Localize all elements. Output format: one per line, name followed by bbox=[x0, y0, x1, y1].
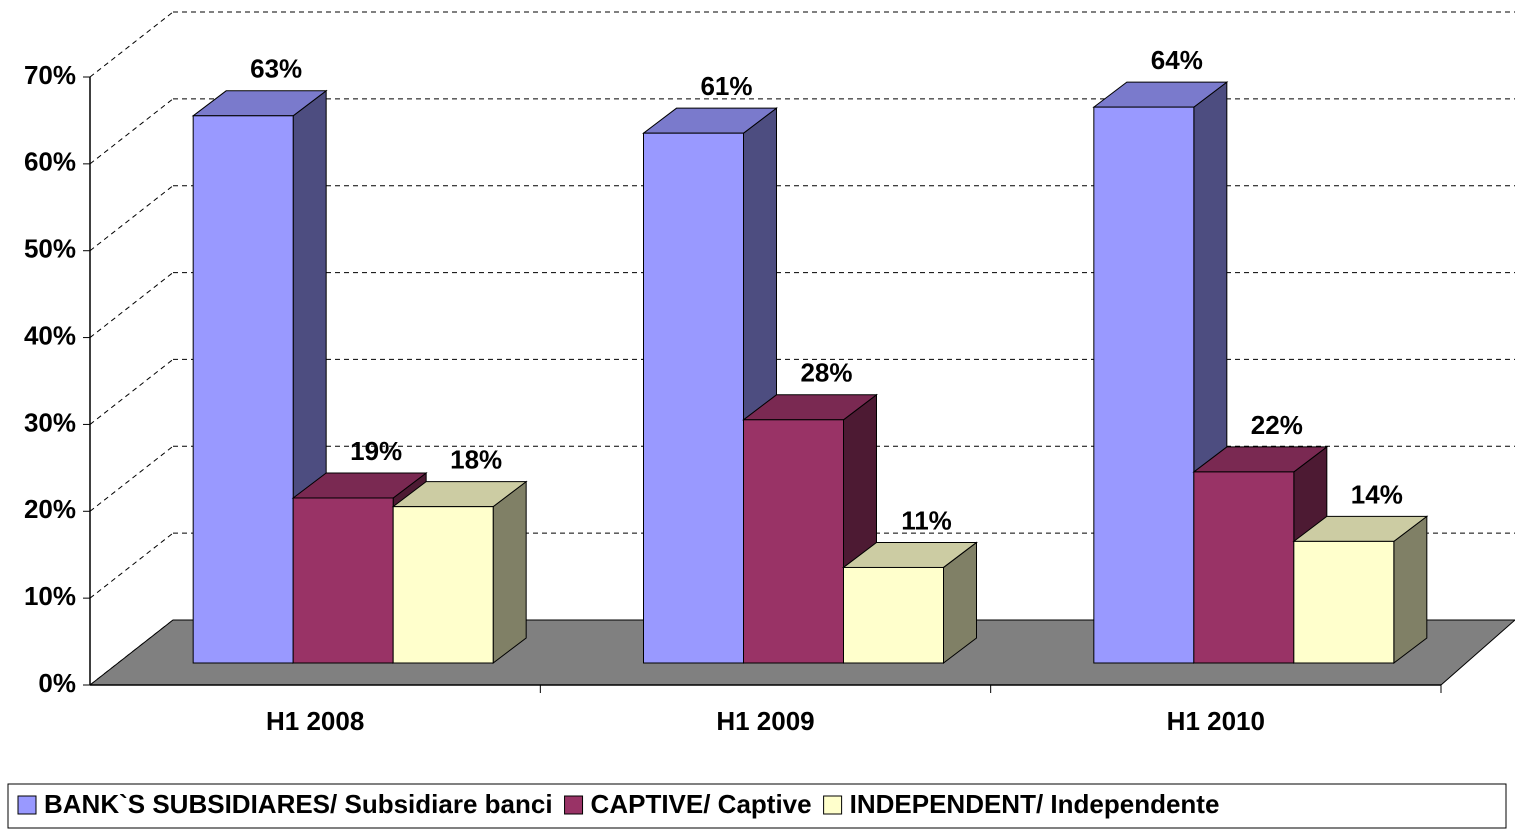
legend-label: BANK`S SUBSIDIARES/ Subsidiare banci bbox=[44, 789, 553, 819]
bar-front bbox=[192, 115, 294, 664]
wall-grid-line bbox=[89, 185, 174, 252]
bar-front bbox=[1093, 106, 1195, 664]
x-tick-label: H1 2009 bbox=[716, 706, 814, 736]
bar-front bbox=[643, 132, 744, 664]
bar-front bbox=[843, 566, 944, 664]
legend-box bbox=[7, 783, 1507, 829]
y-tick-label: 10% bbox=[24, 581, 76, 611]
legend-swatch bbox=[564, 795, 584, 815]
wall-grid-line bbox=[89, 532, 174, 599]
y-tick-label: 20% bbox=[24, 494, 76, 524]
bar-front bbox=[1193, 471, 1295, 664]
wall-grid-line bbox=[89, 98, 174, 165]
legend: BANK`S SUBSIDIARES/ Subsidiare banci CAPT… bbox=[7, 783, 1507, 829]
legend-label: CAPTIVE/ Captive bbox=[591, 789, 812, 819]
data-label: 19% bbox=[350, 436, 402, 466]
y-tick-label: 50% bbox=[24, 234, 76, 264]
bar-front bbox=[392, 506, 494, 664]
wall-grid-line bbox=[89, 11, 174, 78]
bar-front bbox=[292, 497, 394, 664]
data-label: 11% bbox=[901, 505, 952, 535]
bar-side bbox=[1393, 515, 1428, 665]
wall-grid-line bbox=[89, 445, 174, 512]
data-label: 14% bbox=[1351, 479, 1403, 509]
bar-front bbox=[743, 419, 844, 664]
wall-grid-line bbox=[89, 359, 174, 425]
data-label: 63% bbox=[250, 54, 302, 84]
bar bbox=[742, 393, 878, 665]
bar bbox=[1292, 515, 1429, 665]
legend-swatch bbox=[17, 795, 37, 815]
y-tick-label: 0% bbox=[38, 668, 76, 698]
bar-front bbox=[1293, 540, 1395, 664]
legend-label: INDEPENDENT/ Independente bbox=[850, 789, 1220, 819]
data-label: 18% bbox=[450, 445, 502, 475]
data-label: 64% bbox=[1151, 45, 1203, 75]
bar bbox=[391, 480, 528, 665]
x-tick-label: H1 2008 bbox=[266, 706, 364, 736]
bar bbox=[842, 541, 978, 665]
data-label: 22% bbox=[1251, 410, 1303, 440]
data-label: 61% bbox=[700, 71, 752, 101]
data-label: 28% bbox=[800, 358, 852, 388]
legend-swatch bbox=[823, 795, 843, 815]
wall-grid-line bbox=[89, 272, 174, 338]
y-tick-label: 40% bbox=[24, 320, 76, 350]
bar-side bbox=[492, 480, 527, 665]
y-tick-label: 30% bbox=[24, 407, 76, 437]
y-tick-label: 60% bbox=[24, 147, 76, 177]
y-tick-label: 70% bbox=[24, 60, 76, 90]
x-tick-label: H1 2010 bbox=[1167, 706, 1265, 736]
